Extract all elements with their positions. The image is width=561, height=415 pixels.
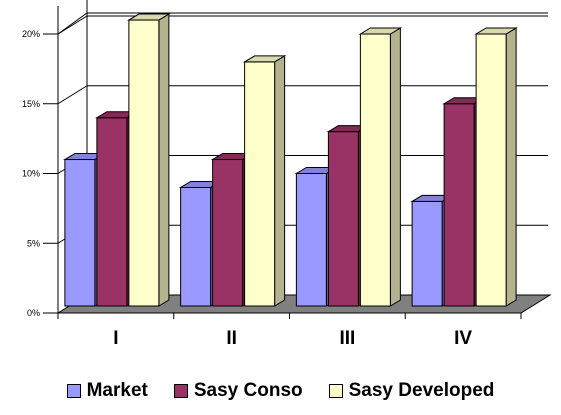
bar-1-1 [212,159,244,307]
bar-0-0 [64,159,96,307]
x-tick-label-0: I [113,328,118,349]
bar-3-2 [475,33,507,307]
y-tick-label-4: 20% [22,29,40,39]
bar-side-0-2 [158,13,170,307]
bar-side-1-2 [274,55,286,307]
legend-label-sasy-conso: Sasy Conso [193,380,303,401]
bar-1-2 [244,61,276,307]
y-tick-label-1: 5% [27,238,40,248]
bar-top-3-2 [474,27,518,35]
y-tick-label-3: 15% [22,99,40,109]
bar-side-2-2 [389,27,401,307]
chart-legend: Market Sasy Conso Sasy Developed [0,372,561,410]
bar-3-0 [411,200,443,307]
bar-3-1 [443,103,475,307]
legend-swatch-sasy-developed [328,384,343,398]
bar-2-0 [295,173,327,307]
legend-label-sasy-developed: Sasy Developed [348,380,495,401]
x-tick-label-1: II [226,328,237,349]
bar-2-1 [327,131,359,307]
top-diag [57,12,88,35]
x-tick-label-3: IV [454,328,472,349]
bar-1-0 [180,186,212,307]
legend-item-sasy-conso: Sasy Conso [173,380,303,402]
bar-top-1-2 [242,55,287,63]
bar-0-1 [96,117,128,307]
bar-2-2 [359,33,391,307]
x-tick-label-2: III [339,328,355,349]
bar-0-2 [128,19,160,307]
bar-side-3-2 [505,27,517,307]
legend-item-market: Market [66,380,148,402]
gridline-diag-3 [57,85,88,105]
legend-label-market: Market [86,380,148,401]
legend-item-sasy-developed: Sasy Developed [328,380,495,402]
legend-swatch-market [66,384,81,398]
legend-swatch-sasy-conso [173,384,188,398]
bar-top-0-2 [127,13,171,21]
y-tick-label-0: 0% [27,308,40,318]
y-tick-label-2: 10% [22,169,40,179]
bar-top-2-2 [358,27,403,35]
